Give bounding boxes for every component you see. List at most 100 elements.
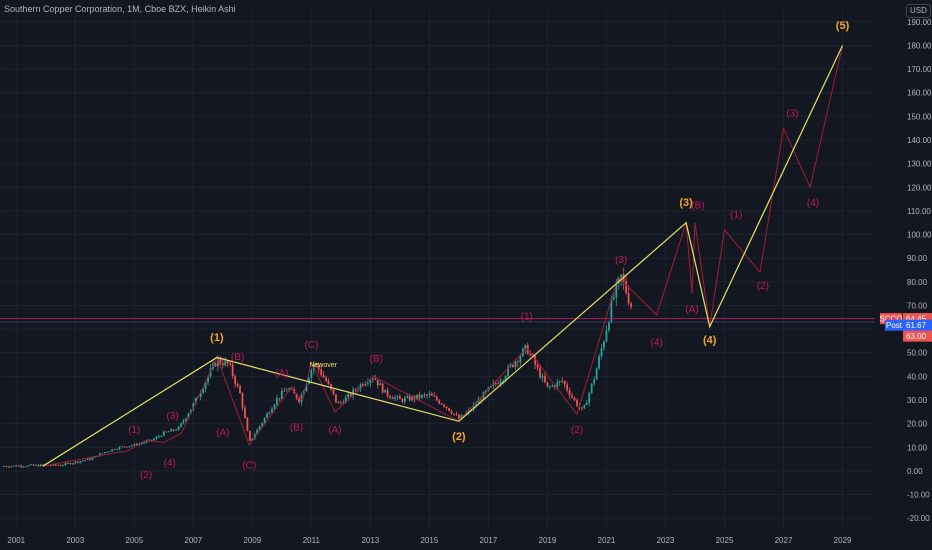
x-tick-label: 2019 — [539, 536, 557, 545]
candle-body — [172, 429, 175, 431]
candle-body — [187, 413, 190, 419]
candle-body — [79, 461, 82, 463]
y-axis[interactable]: 190.00 180.00 170.00 160.00 150.00 140.00 130.… — [907, 18, 932, 523]
candle-body — [177, 426, 180, 431]
wave-label-sub: (B) — [290, 423, 303, 434]
candle-body — [406, 396, 409, 398]
candle-body — [433, 395, 436, 397]
candle-body — [426, 394, 428, 396]
candle-body — [401, 399, 404, 402]
wave-labels: (1) (2) (3) (4) (5) (1) (2) (3) (4) (B) (A) (C) (A) (… — [128, 20, 849, 481]
candle-body — [266, 413, 268, 418]
wave-label-sub: (2) — [571, 425, 583, 436]
candle-body — [369, 379, 372, 383]
wave-label-sub: (B) — [370, 354, 383, 365]
candle-body — [268, 412, 271, 414]
candle-body — [354, 389, 357, 391]
candle-body — [573, 397, 576, 400]
candle-body — [605, 330, 608, 342]
x-tick-label: 2021 — [598, 536, 616, 545]
candle-body — [84, 460, 86, 461]
candle-body — [280, 391, 283, 399]
price-line-layer — [0, 318, 875, 323]
candle-body — [352, 389, 355, 396]
candle-body — [534, 356, 537, 365]
candle-body — [320, 369, 323, 376]
candle-body — [553, 385, 556, 388]
candle-body — [603, 341, 605, 349]
candle-body — [381, 383, 384, 393]
candle-body — [480, 399, 482, 401]
candle-body — [344, 397, 347, 404]
wave-label-main: (1) — [210, 332, 224, 344]
candle-body — [214, 363, 217, 367]
candle-body — [278, 398, 281, 399]
wave-label-sub: (1) — [730, 210, 742, 221]
candle-body — [580, 407, 583, 409]
candle-body — [398, 396, 401, 400]
candle-body — [524, 344, 527, 349]
post-tag-bg — [885, 319, 903, 331]
candle-body — [610, 299, 613, 323]
candle-body — [571, 395, 573, 398]
wave-label-sub: (2) — [140, 470, 152, 481]
candle-body — [59, 465, 62, 466]
candle-body — [123, 446, 126, 448]
x-axis[interactable]: 2001 2003 2005 2007 2009 2011 2013 2015 2017 2019… — [7, 536, 852, 545]
candle-body — [598, 356, 600, 369]
candle-body — [185, 418, 187, 421]
y-tick-label: 140.00 — [907, 136, 932, 145]
y-tick-label: 130.00 — [907, 160, 932, 169]
candle-body — [170, 429, 173, 432]
candle-body — [20, 465, 23, 467]
candle-body — [327, 381, 330, 385]
candle-body — [295, 393, 298, 399]
candle-body — [98, 453, 101, 457]
candle-body — [199, 392, 202, 397]
candle-body — [337, 402, 340, 404]
candle-body — [615, 283, 618, 298]
candle-body — [472, 404, 475, 410]
candle-body — [347, 393, 350, 398]
candle-body — [556, 381, 559, 388]
candle-body — [514, 361, 517, 367]
symbol-tag: SCCO — [879, 315, 902, 324]
candle-body — [332, 389, 335, 395]
candle-body — [396, 396, 399, 398]
currency-button[interactable]: USD — [906, 4, 931, 18]
candle-body — [246, 417, 249, 431]
y-tick-label: -20.00 — [907, 514, 930, 523]
candle-body — [445, 406, 448, 408]
candle-body — [30, 464, 32, 466]
candle-body — [234, 376, 237, 384]
candle-body — [155, 436, 158, 439]
candle-body — [273, 404, 276, 409]
y-tick-label: 120.00 — [907, 183, 932, 192]
candle-body — [529, 354, 532, 355]
candle-body — [182, 420, 185, 424]
candle-body — [502, 380, 505, 382]
candle-body — [389, 395, 391, 398]
wave-label-sub: (4) — [651, 338, 663, 349]
candle-body — [455, 414, 458, 416]
candle-body — [162, 431, 165, 436]
candle-body — [517, 361, 519, 363]
wave-label-sub: (C) — [242, 461, 256, 472]
candle-body — [241, 393, 244, 408]
y-tick-label: 180.00 — [907, 41, 932, 50]
wave-label-sub: (3) — [167, 411, 179, 422]
y-tick-label: 80.00 — [907, 278, 928, 287]
candle-body — [335, 394, 337, 403]
candle-body — [330, 384, 332, 390]
candle-body — [113, 449, 116, 451]
candle-body — [600, 348, 603, 357]
candle-body — [630, 303, 632, 307]
candle-body — [89, 458, 91, 460]
candle-body — [66, 462, 69, 464]
y-tick-label: 30.00 — [907, 396, 928, 405]
x-tick-label: 2009 — [243, 536, 261, 545]
candle-body — [563, 381, 566, 385]
candle-body — [617, 277, 620, 284]
